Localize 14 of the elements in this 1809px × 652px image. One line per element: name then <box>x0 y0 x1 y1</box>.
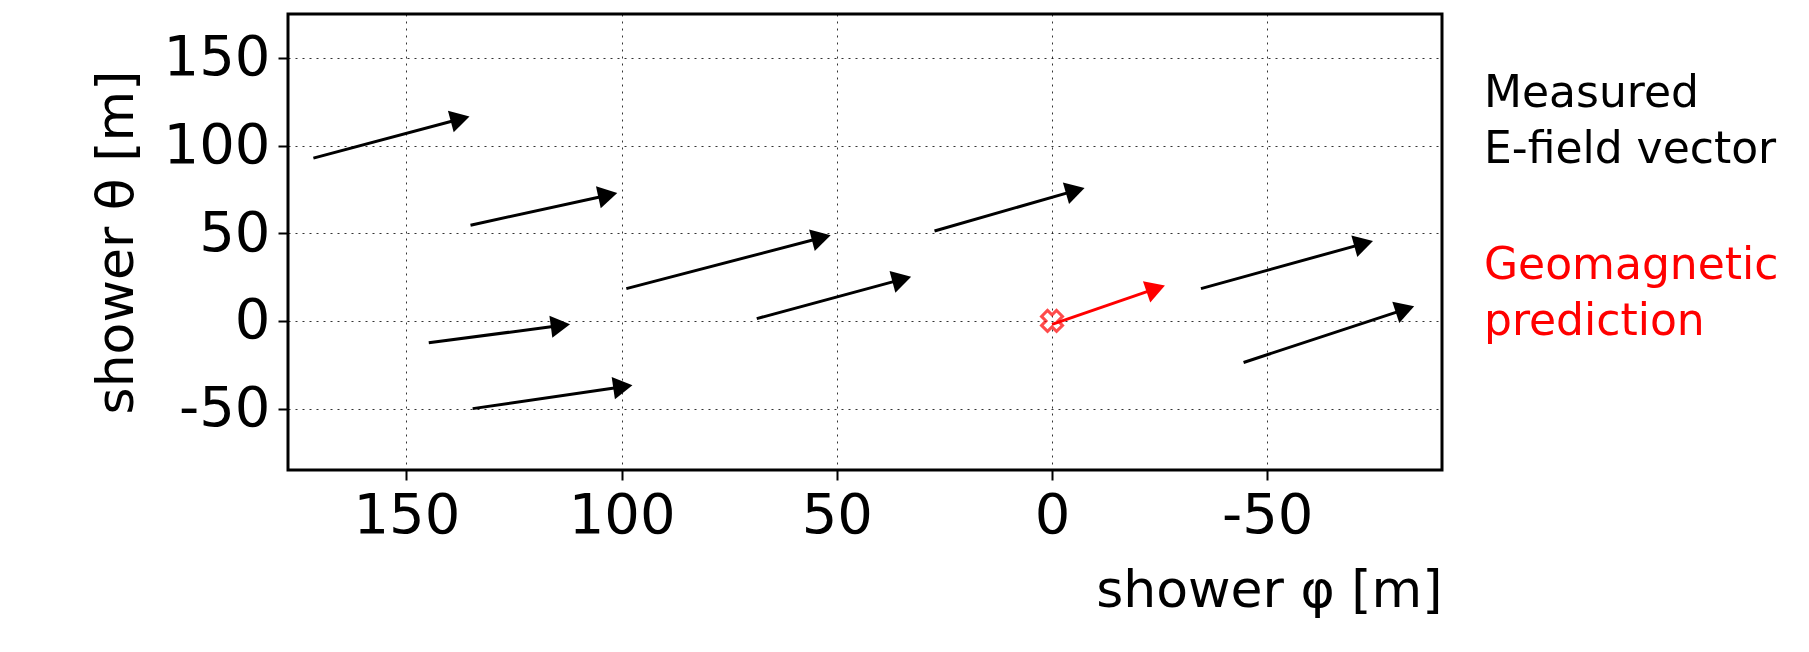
y-axis-title: shower θ [m] <box>84 70 145 415</box>
y-tick-label: 0 <box>234 286 271 352</box>
x-tick-label: -50 <box>1222 480 1314 546</box>
x-tick-label: 50 <box>801 480 873 546</box>
x-tick-label: 0 <box>1034 480 1071 546</box>
x-axis-title: shower φ [m] <box>1096 558 1443 619</box>
x-tick-label: 150 <box>353 480 461 546</box>
text: Measured E-field vector <box>1484 66 1778 173</box>
text: Geomagnetic prediction <box>1484 238 1779 345</box>
y-tick-label: 50 <box>199 198 271 264</box>
x-tick-label: 100 <box>568 480 676 546</box>
y-tick-label: 100 <box>163 111 271 177</box>
y-tick-label: 150 <box>163 23 271 89</box>
y-tick-label: -50 <box>179 374 271 440</box>
